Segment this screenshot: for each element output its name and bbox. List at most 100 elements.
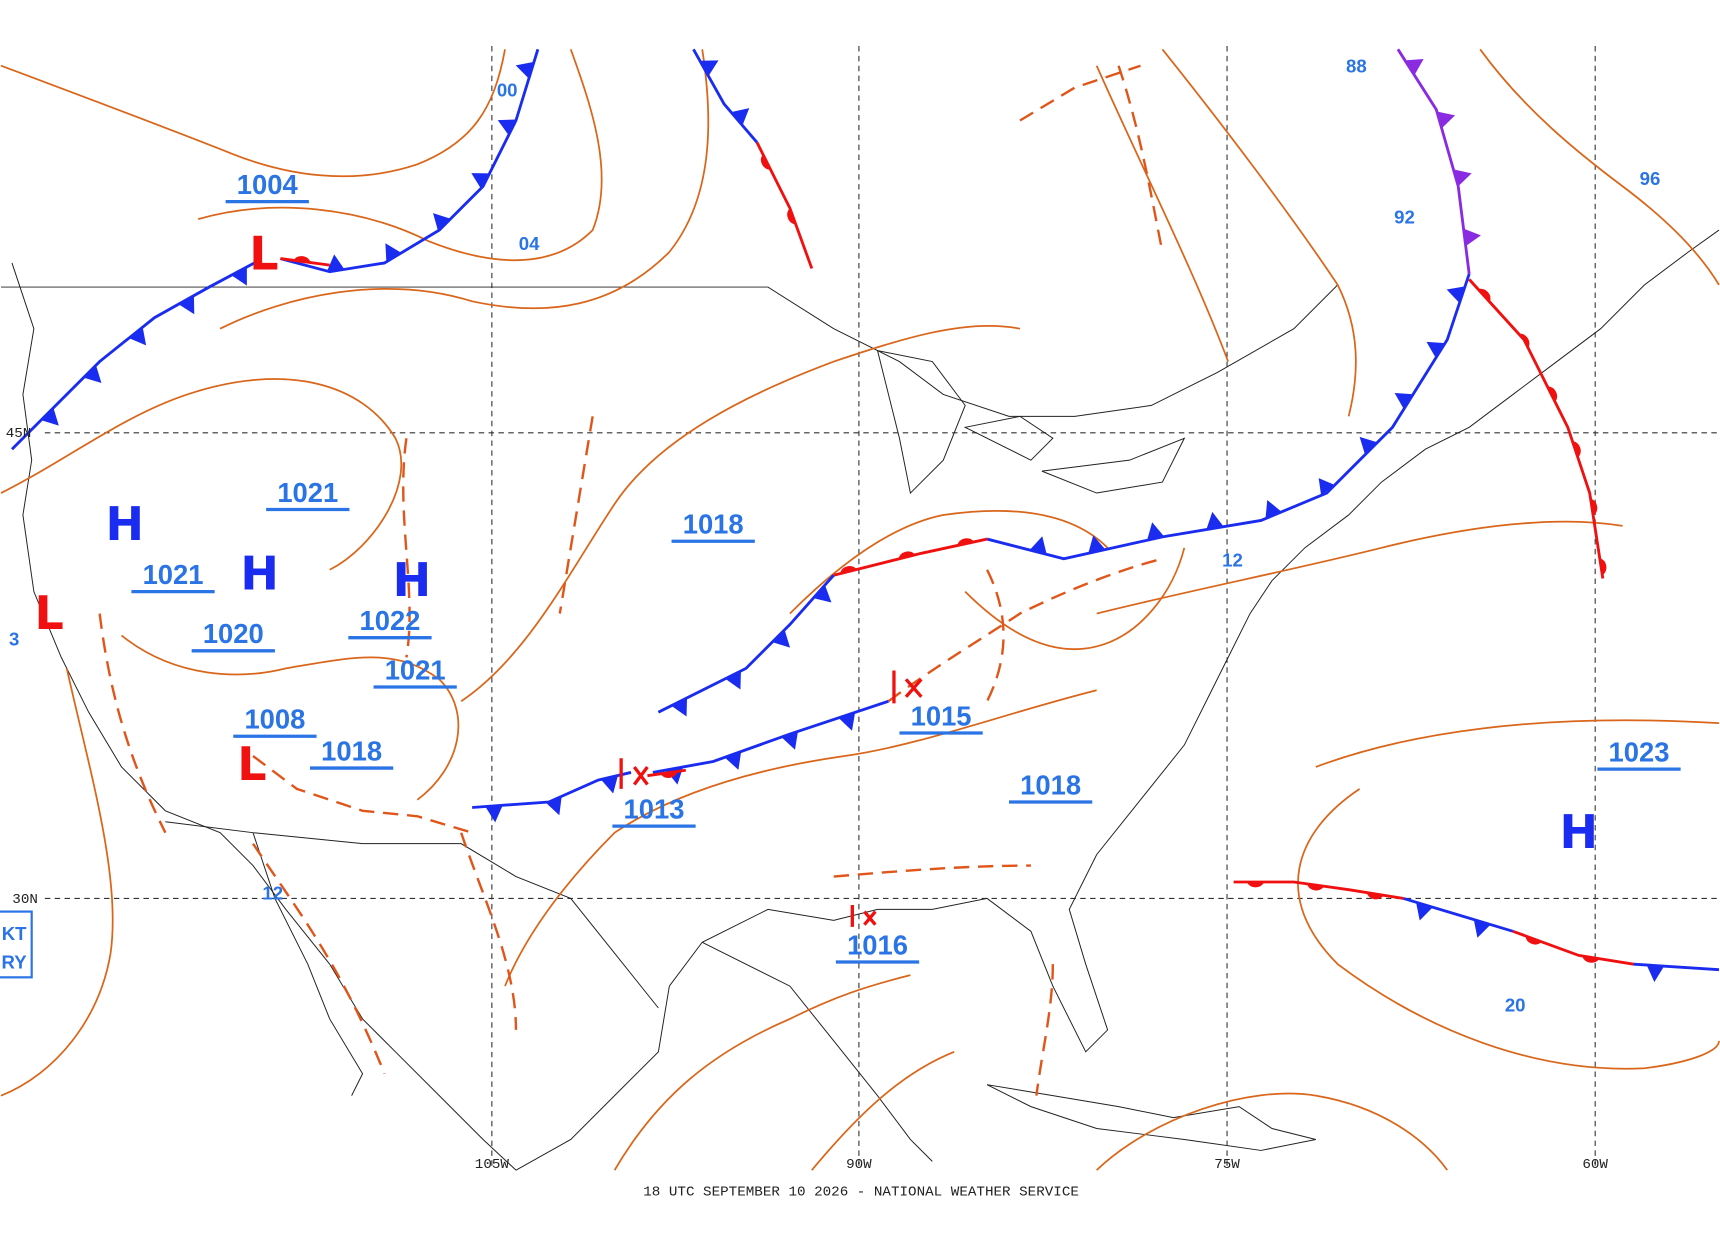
- front-symbol: [1265, 500, 1282, 519]
- front-symbol: [1547, 386, 1558, 403]
- legend-text: KT: [2, 923, 27, 944]
- central-pressure: 1020: [203, 618, 264, 649]
- isobar-label: 96: [1640, 168, 1661, 189]
- isobar: [197, 49, 603, 262]
- warm-front: [280, 257, 330, 267]
- trough: [558, 416, 594, 614]
- low-center: L: [237, 737, 266, 791]
- central-pressure: 1016: [847, 929, 908, 960]
- front-symbol: [1405, 58, 1424, 76]
- front-symbol: [327, 254, 345, 272]
- cold-front: [986, 273, 1471, 561]
- front-symbol: [1646, 965, 1665, 982]
- front-symbol: [671, 697, 688, 717]
- front-symbol: [40, 407, 59, 426]
- latitude-label: 45N: [6, 426, 32, 442]
- front-symbol: [772, 629, 791, 648]
- isobar-label: 88: [1346, 55, 1367, 76]
- fronts: [10, 48, 1720, 982]
- front-symbol: [600, 775, 618, 794]
- longitude-label: 105W: [475, 1157, 510, 1173]
- front-symbol: [699, 60, 719, 77]
- central-pressure: 1013: [624, 793, 685, 824]
- front-symbol: [497, 119, 517, 136]
- isobar-label: 12: [262, 883, 283, 904]
- front-symbol: [1359, 436, 1378, 455]
- front-symbol: [1029, 536, 1047, 555]
- longitude-label: 60W: [1582, 1157, 1608, 1173]
- isobar: [1096, 1092, 1448, 1171]
- isobar: [1096, 520, 1623, 615]
- front-symbol: [1473, 919, 1491, 938]
- isobar: [1161, 48, 1357, 417]
- front-symbol: [433, 213, 451, 231]
- front-symbol: [781, 731, 798, 750]
- front-symbol: [1453, 169, 1472, 187]
- front-symbol: [1590, 498, 1598, 516]
- front-symbol: [1446, 286, 1466, 304]
- isobar: [1297, 788, 1720, 1070]
- cold-front: [280, 48, 540, 274]
- footer: 18 UTC SEPTEMBER 10 2026 - NATIONAL WEAT…: [643, 1184, 1079, 1200]
- front-symbol: [731, 108, 750, 126]
- front-symbol: [1394, 392, 1414, 410]
- low-center: L: [35, 586, 64, 640]
- front-symbol: [178, 295, 195, 315]
- trough: [1117, 65, 1164, 253]
- warm-front: [833, 537, 988, 577]
- cold-front: [692, 48, 759, 144]
- central-pressure: 1008: [244, 704, 305, 735]
- trough: [1019, 64, 1141, 122]
- cold-front: [1396, 48, 1471, 275]
- isobar: [460, 324, 1021, 702]
- front-symbol: [725, 670, 741, 690]
- front-symbol: [231, 266, 247, 286]
- island: [986, 1084, 1316, 1151]
- trough: [833, 864, 1031, 878]
- isobar: [613, 974, 911, 1171]
- front-symbol: [1206, 511, 1224, 530]
- isobar: [120, 634, 460, 801]
- low-center: L: [249, 227, 278, 281]
- central-pressure: 1021: [277, 477, 338, 508]
- legend-text: RY: [2, 952, 28, 973]
- low-marker: [619, 758, 649, 789]
- trough: [1035, 964, 1055, 1096]
- front-symbol: [1088, 535, 1106, 554]
- central-pressure: 1021: [385, 654, 446, 685]
- isobar: [0, 378, 402, 571]
- front-symbol: [1478, 288, 1491, 303]
- coastline: [11, 262, 517, 1171]
- front-symbol: [385, 243, 402, 262]
- front-symbol: [1463, 228, 1481, 247]
- isobar: [1479, 48, 1720, 286]
- front-symbol: [515, 61, 535, 79]
- isobar-label: 20: [1505, 994, 1526, 1015]
- front-symbol: [83, 365, 102, 383]
- cold-front: [472, 771, 632, 809]
- legend-box: [0, 910, 33, 979]
- central-pressure: 1015: [911, 700, 972, 731]
- cold-front: [652, 699, 889, 774]
- front-symbol: [724, 751, 742, 770]
- central-pressure: 1023: [1609, 736, 1670, 767]
- high-center: H: [240, 546, 279, 600]
- isobar: [504, 689, 1097, 987]
- front-symbol: [1416, 902, 1433, 921]
- longitude-label: 90W: [846, 1157, 872, 1173]
- front-symbol: [813, 585, 832, 603]
- isobar: [1095, 65, 1229, 362]
- low-marker: [850, 905, 877, 927]
- front-symbol: [1306, 883, 1325, 891]
- front-symbol: [1599, 557, 1607, 576]
- isobar-label: 04: [519, 233, 540, 254]
- trough: [460, 832, 518, 1030]
- cold-front: [657, 574, 835, 714]
- border: [1, 284, 1339, 417]
- low-marker: [892, 670, 923, 704]
- high-center: H: [393, 553, 432, 607]
- longitude-label: 75W: [1214, 1157, 1240, 1173]
- front-symbol: [1426, 341, 1446, 359]
- cold-front: [1633, 962, 1720, 972]
- warm-front: [1512, 929, 1634, 966]
